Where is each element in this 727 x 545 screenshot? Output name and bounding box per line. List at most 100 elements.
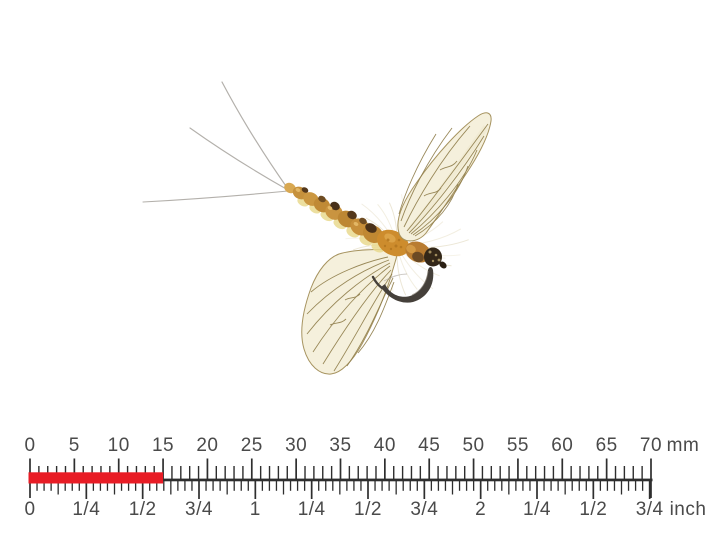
ruler-mark	[226, 479, 228, 495]
ruler-mark	[206, 458, 209, 481]
ruler-mark	[233, 466, 235, 481]
ruler-mark	[571, 479, 573, 491]
ruler-mark	[92, 479, 95, 491]
eye-speckles	[428, 250, 441, 263]
ruler-mark	[613, 479, 616, 491]
ruler-mark	[430, 479, 433, 491]
inch-label: 1/4	[72, 499, 101, 520]
ruler-mark	[170, 479, 172, 495]
ruler-mark	[410, 466, 413, 481]
ruler-mark	[353, 479, 355, 491]
mm-label: 10	[107, 435, 130, 456]
ruler-mark	[423, 479, 426, 499]
mm-label: 45	[418, 435, 441, 456]
ruler-mark	[463, 466, 466, 481]
ruler-mark	[50, 479, 52, 491]
mm-label: 5	[68, 435, 80, 456]
ruler-mark	[330, 466, 333, 481]
ruler-mark	[212, 479, 214, 491]
ruler-mark	[205, 479, 207, 491]
ruler-mark	[184, 479, 186, 491]
ruler-mark	[534, 466, 537, 481]
ruler-mark	[579, 466, 581, 481]
ruler-mark	[623, 466, 626, 481]
ruler-mark	[117, 458, 120, 481]
ruler-mark	[289, 479, 292, 491]
ruler-mark	[472, 479, 475, 491]
eye	[424, 247, 442, 267]
head	[405, 241, 447, 269]
ruler-mark	[268, 479, 271, 491]
inch-label: 3/4	[185, 499, 213, 520]
ruler-mark	[303, 479, 306, 491]
ruler-mark	[339, 479, 341, 495]
ruler-mark	[490, 466, 493, 481]
ruler-mark	[313, 466, 315, 481]
ruler-mark	[28, 472, 164, 484]
inch-label: 1/2	[354, 499, 382, 520]
ruler-mark	[348, 466, 351, 481]
ruler-mark	[219, 479, 221, 491]
ruler-mark	[597, 466, 599, 481]
ruler-mark	[437, 466, 439, 481]
ruler-mark	[366, 466, 368, 481]
abdomen-spots	[295, 187, 377, 233]
ruler-mark	[286, 466, 288, 481]
ruler-mark	[501, 479, 503, 491]
mm-label: 25	[240, 435, 263, 456]
ruler-mark	[36, 479, 38, 491]
ruler-mark	[543, 466, 546, 481]
ruler-mark	[360, 479, 362, 491]
ruler-mark	[381, 479, 383, 491]
ruler-mark	[641, 466, 643, 481]
ruler-mark	[191, 479, 193, 491]
ruler-mark	[526, 466, 528, 481]
ruler-mark	[585, 479, 587, 491]
inch-label: 1/4	[523, 499, 551, 520]
ruler-mark	[282, 479, 285, 495]
mm-unit-label: mm	[666, 435, 700, 456]
ruler-mark	[614, 466, 617, 481]
inch-label: 3/4	[635, 499, 664, 520]
ruler-mark	[242, 466, 244, 481]
ruler-mark	[557, 479, 559, 491]
ruler-mark	[428, 458, 431, 481]
ruler-mark	[64, 479, 66, 491]
ruler-mark	[318, 479, 320, 491]
ruler-mark	[402, 479, 404, 491]
mm-label: 50	[462, 435, 485, 456]
ruler-mark	[233, 479, 235, 491]
ruler-mark	[479, 479, 482, 499]
mm-label: 35	[329, 435, 352, 456]
ruler-mark	[515, 479, 517, 491]
ruler-mark	[120, 479, 123, 491]
mm-label: 60	[551, 435, 574, 456]
ruler-mark	[215, 466, 217, 481]
ruler-mark	[85, 479, 88, 499]
ruler-mark	[106, 479, 109, 491]
ruler-mark	[141, 479, 144, 499]
ruler-mark	[529, 479, 531, 491]
mm-label: 0	[24, 435, 36, 456]
ruler-mark	[487, 479, 489, 491]
ruler-mark	[627, 479, 630, 491]
ruler-mark	[198, 479, 200, 499]
tail-filaments	[142, 81, 289, 203]
hindwing-membrane	[301, 249, 398, 375]
ruler-mark	[522, 479, 524, 491]
ruler-mark	[367, 479, 369, 499]
ruler-mark	[177, 479, 179, 491]
ruler-mark	[162, 458, 164, 481]
ruler-mark	[564, 479, 566, 495]
ruler-mark	[240, 479, 242, 491]
ruler-mark	[322, 466, 324, 481]
ruler-mark	[588, 466, 590, 481]
ruler-mark	[458, 479, 461, 491]
ruler-mark	[561, 458, 564, 481]
ruler-mark	[149, 479, 151, 491]
ruler-mark	[393, 466, 395, 481]
ruler-mark	[163, 479, 165, 491]
ruler-mark	[224, 466, 226, 481]
ruler-mark	[310, 479, 313, 499]
